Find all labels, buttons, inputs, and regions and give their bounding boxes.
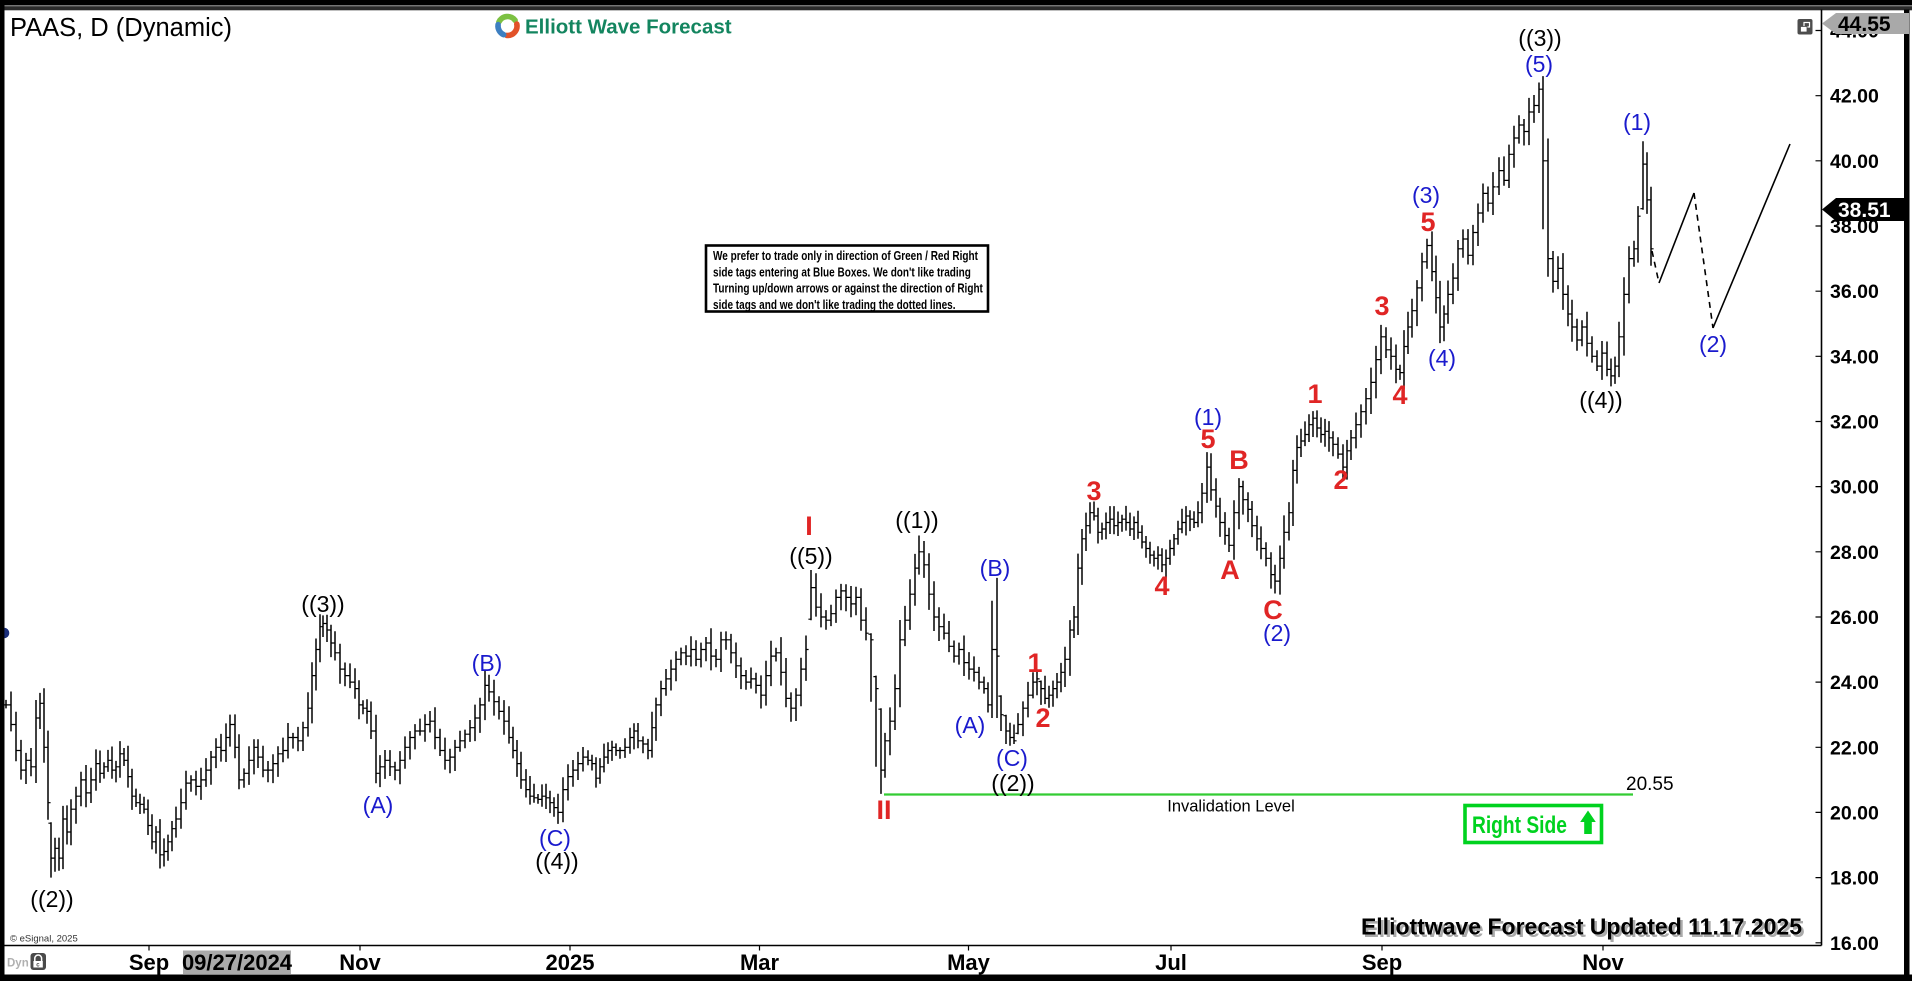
svg-text:Dyn: Dyn — [7, 958, 29, 970]
svg-text:(2): (2) — [1263, 620, 1291, 646]
svg-text:36.00: 36.00 — [1830, 281, 1879, 303]
svg-text:44.55: 44.55 — [1838, 13, 1891, 36]
svg-text:Elliottwave Forecast Updated 1: Elliottwave Forecast Updated 11.17.2025 — [1363, 916, 1804, 942]
svg-text:Invalidation Level: Invalidation Level — [1167, 798, 1295, 816]
svg-text:(3): (3) — [1412, 182, 1440, 208]
svg-text:Mar: Mar — [740, 950, 780, 975]
svg-text:Sep: Sep — [129, 950, 169, 975]
svg-text:5: 5 — [1420, 207, 1435, 237]
svg-text:((4)): ((4)) — [1579, 387, 1622, 413]
svg-text:PAAS, D (Dynamic): PAAS, D (Dynamic) — [10, 14, 232, 42]
svg-text:(C): (C) — [996, 745, 1028, 771]
svg-text:I: I — [805, 511, 813, 541]
svg-text:3: 3 — [1086, 476, 1101, 506]
svg-text:38.51: 38.51 — [1838, 199, 1891, 222]
svg-text:3: 3 — [1374, 291, 1389, 321]
svg-text:1: 1 — [1307, 379, 1322, 409]
svg-text:II: II — [876, 795, 891, 825]
svg-text:2025: 2025 — [546, 950, 595, 975]
svg-text:28.00: 28.00 — [1830, 542, 1879, 564]
svg-text:((1)): ((1)) — [895, 507, 938, 533]
svg-text:20.55: 20.55 — [1626, 774, 1674, 795]
svg-text:1: 1 — [1027, 648, 1042, 678]
svg-text:c: c — [36, 963, 40, 969]
svg-text:20.00: 20.00 — [1830, 802, 1879, 824]
svg-text:We prefer to trade only in dir: We prefer to trade only in direction of … — [713, 249, 978, 264]
svg-text:Turning up/down arrows or agai: Turning up/down arrows or against the di… — [713, 281, 983, 296]
svg-text:May: May — [947, 950, 991, 975]
svg-text:2: 2 — [1035, 703, 1050, 733]
svg-text:((3)): ((3)) — [1518, 25, 1561, 51]
svg-text:Elliott Wave Forecast: Elliott Wave Forecast — [525, 16, 732, 39]
svg-text:4: 4 — [1392, 380, 1407, 410]
svg-text:Elliottwave Forecast Updated 1: Elliottwave Forecast Updated 11.17.2025 — [1361, 914, 1802, 940]
svg-text:26.00: 26.00 — [1830, 607, 1879, 629]
svg-text:(B): (B) — [472, 650, 503, 676]
svg-text:(B): (B) — [980, 555, 1011, 581]
svg-text:(5): (5) — [1525, 51, 1553, 77]
svg-text:(A): (A) — [363, 792, 394, 818]
svg-text:22.00: 22.00 — [1830, 737, 1879, 759]
svg-text:((2)): ((2)) — [30, 886, 73, 912]
svg-text:(1): (1) — [1194, 404, 1222, 430]
svg-text:42.00: 42.00 — [1830, 86, 1879, 108]
svg-text:18.00: 18.00 — [1830, 868, 1879, 890]
svg-text:side tags entering at Blue Box: side tags entering at Blue Boxes. We don… — [713, 265, 971, 280]
svg-text:30.00: 30.00 — [1830, 477, 1879, 499]
svg-text:32.00: 32.00 — [1830, 412, 1879, 434]
svg-text:(1): (1) — [1623, 109, 1651, 135]
svg-text:C: C — [1263, 595, 1283, 625]
svg-text:16.00: 16.00 — [1830, 933, 1879, 955]
svg-text:(C): (C) — [539, 825, 571, 851]
svg-text:34.00: 34.00 — [1830, 346, 1879, 368]
svg-text:© eSignal, 2025: © eSignal, 2025 — [10, 934, 78, 945]
svg-text:Nov: Nov — [339, 950, 381, 975]
svg-text:4: 4 — [1154, 571, 1169, 601]
svg-text:Nov: Nov — [1582, 950, 1624, 975]
svg-text:2: 2 — [1333, 465, 1348, 495]
svg-text:((5)): ((5)) — [789, 543, 832, 569]
svg-text:38.00: 38.00 — [1830, 216, 1879, 238]
svg-text:B: B — [1229, 445, 1249, 475]
svg-text:(A): (A) — [955, 712, 986, 738]
svg-text:(2): (2) — [1699, 331, 1727, 357]
svg-text:((3)): ((3)) — [301, 591, 344, 617]
svg-text:40.00: 40.00 — [1830, 151, 1879, 173]
svg-text:A: A — [1220, 555, 1240, 585]
svg-text:24.00: 24.00 — [1830, 672, 1879, 694]
svg-text:((2)): ((2)) — [991, 770, 1034, 796]
svg-text:09/27/2024: 09/27/2024 — [182, 950, 293, 975]
svg-text:((4)): ((4)) — [535, 848, 578, 874]
svg-text:Right Side: Right Side — [1472, 811, 1567, 839]
svg-text:Jul: Jul — [1155, 950, 1187, 975]
svg-text:side tags and we don't like tr: side tags and we don't like trading the … — [713, 298, 955, 313]
svg-text:Sep: Sep — [1362, 950, 1402, 975]
svg-text:(4): (4) — [1428, 345, 1456, 371]
svg-text:5: 5 — [1200, 424, 1215, 454]
